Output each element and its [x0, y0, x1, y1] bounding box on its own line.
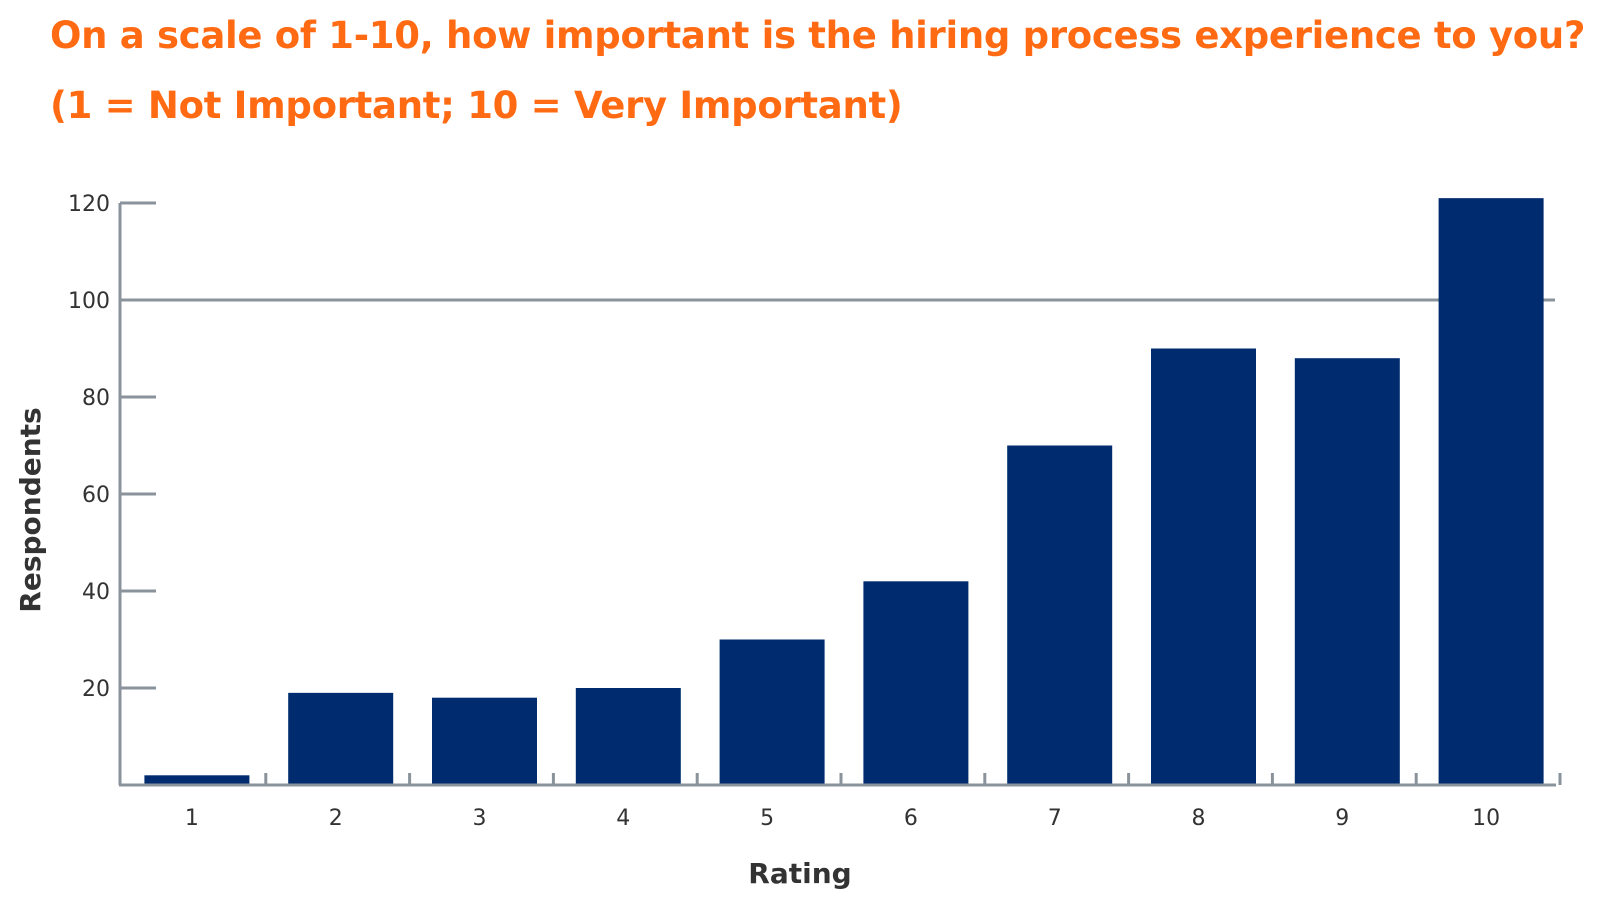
- bar-rating-4: [575, 688, 681, 785]
- bars-group: [144, 198, 1544, 785]
- x-tick-label-5: 5: [760, 806, 774, 831]
- y-axis-title: Respondents: [14, 407, 47, 612]
- y-ticks-group: 20 40 60 80 100 120: [68, 192, 156, 702]
- x-tick-label-3: 3: [473, 806, 487, 831]
- x-tick-label-9: 9: [1335, 806, 1349, 831]
- bar-rating-5: [719, 639, 825, 785]
- bar-rating-3: [432, 697, 537, 785]
- bar-rating-7: [1007, 445, 1113, 785]
- x-tick-label-4: 4: [616, 806, 630, 831]
- x-axis-title: Rating: [748, 857, 851, 890]
- x-tick-label-7: 7: [1048, 806, 1062, 831]
- bar-rating-10: [1438, 198, 1544, 785]
- x-tick-label-8: 8: [1192, 806, 1206, 831]
- x-ticks-group: 1 2 3 4 5 6 7 8 9 10: [185, 773, 1562, 831]
- chart-title-line-1: On a scale of 1-10, how important is the…: [50, 14, 1586, 57]
- y-tick-label-100: 100: [68, 289, 110, 314]
- chart-title-line-2: (1 = Not Important; 10 = Very Important): [50, 84, 903, 127]
- y-tick-label-40: 40: [82, 580, 110, 605]
- y-tick-label-60: 60: [82, 483, 110, 508]
- x-tick-label-6: 6: [904, 806, 918, 831]
- bar-rating-1: [144, 775, 250, 785]
- y-tick-label-80: 80: [82, 386, 110, 411]
- bar-rating-2: [288, 692, 394, 785]
- x-tick-label-10: 10: [1472, 806, 1500, 831]
- y-tick-label-20: 20: [82, 677, 110, 702]
- y-tick-label-120: 120: [68, 192, 110, 217]
- bar-rating-6: [863, 581, 969, 785]
- bar-rating-8: [1151, 348, 1256, 785]
- x-tick-label-2: 2: [329, 806, 343, 831]
- bar-rating-9: [1294, 358, 1400, 785]
- x-tick-label-1: 1: [185, 806, 199, 831]
